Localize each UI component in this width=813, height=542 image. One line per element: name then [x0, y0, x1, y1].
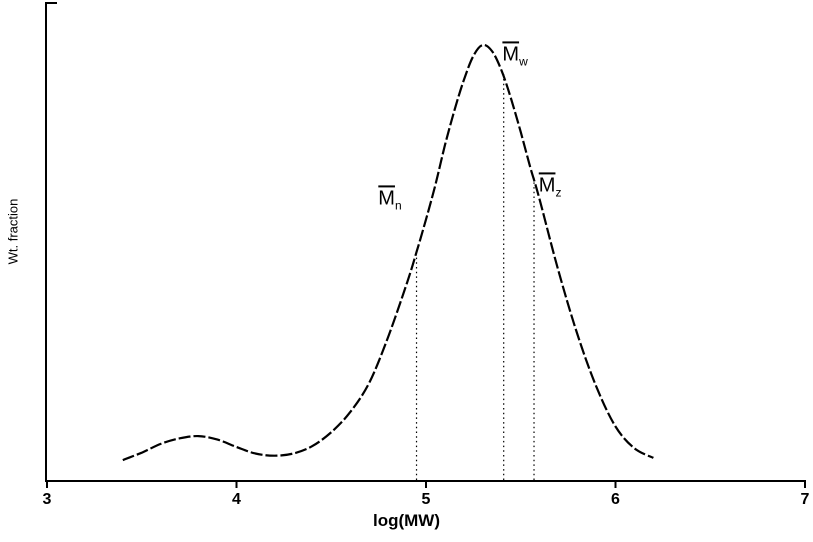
x-tick-label: 3	[43, 491, 52, 508]
y-axis-title: Wt. fraction	[5, 198, 21, 265]
x-tick-label: 4	[232, 491, 241, 508]
annotation-mz: Mz	[539, 174, 562, 199]
x-tick-label: 7	[801, 491, 810, 508]
annotation-mw-symbol: M	[502, 43, 520, 66]
annotation-mn-symbol: M	[378, 187, 395, 210]
annotation-mn: Mn	[378, 187, 401, 212]
x-tick-label: 5	[422, 491, 431, 508]
annotation-mw: Mw	[502, 43, 527, 68]
x-tick-label: 6	[611, 491, 620, 508]
annotation-mn-subscript: n	[394, 198, 402, 213]
x-axis-title: log(MW)	[372, 511, 441, 530]
annotation-mz-symbol: M	[538, 174, 556, 197]
annotation-mw-subscript: w	[519, 54, 528, 69]
annotation-mz-subscript: z	[555, 185, 562, 200]
distribution-curve	[122, 43, 654, 462]
